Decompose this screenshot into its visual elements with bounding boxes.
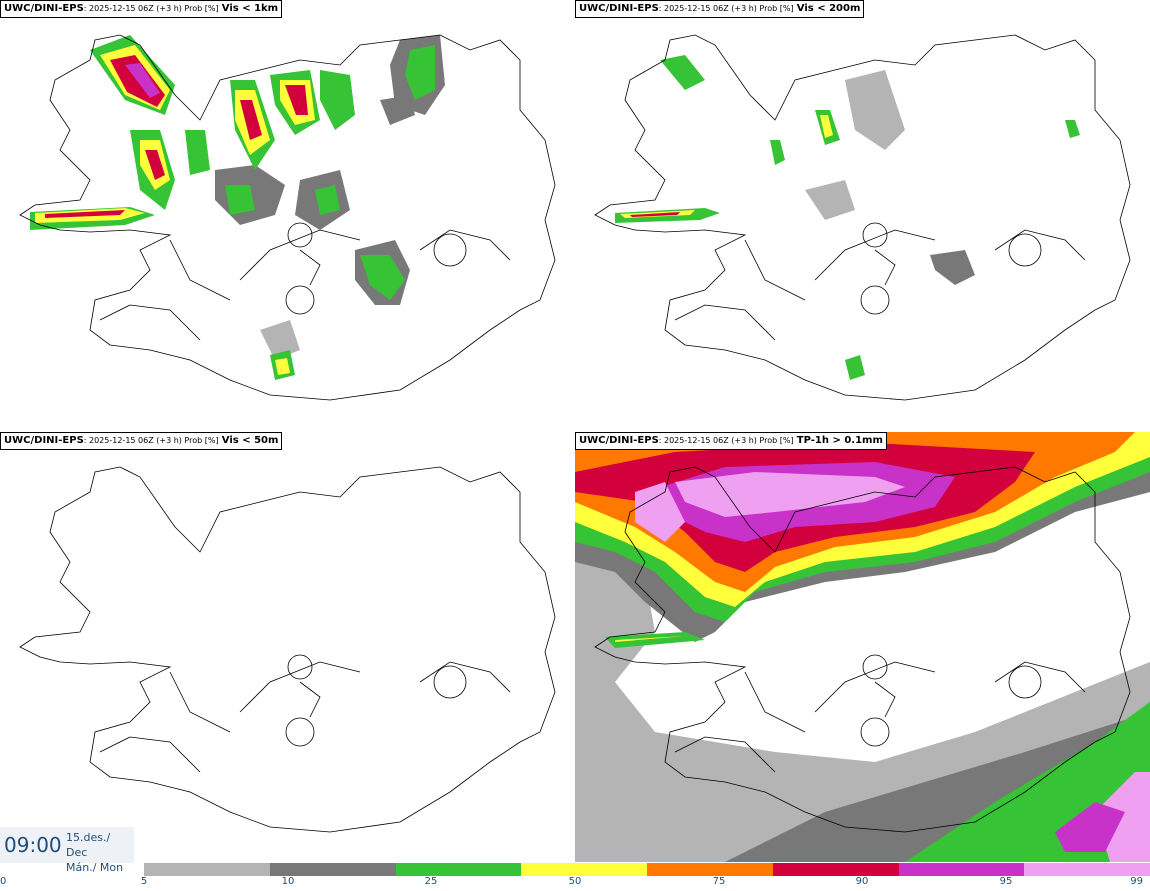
valid-time-box: 09:00 15.des./ Dec Mán./ Mon [0, 827, 134, 874]
probability-field [575, 432, 1150, 862]
map-panel-precip: UWC/DINI-EPS: 2025-12-15 06Z (+3 h) Prob… [575, 432, 1150, 862]
probability-field [615, 55, 1080, 380]
map-panel-vis-1km: UWC/DINI-EPS: 2025-12-15 06Z (+3 h) Prob… [0, 0, 575, 430]
legend-swatch [898, 863, 1025, 876]
map-panel-vis-50m: UWC/DINI-EPS: 2025-12-15 06Z (+3 h) Prob… [0, 432, 575, 862]
probability-field [30, 35, 445, 380]
coastline [19, 466, 556, 833]
panel-title: UWC/DINI-EPS: 2025-12-15 06Z (+3 h) Prob… [575, 432, 887, 450]
legend-tick-label: 10 [281, 876, 295, 887]
valid-time: 09:00 [4, 833, 62, 857]
legend-swatch [772, 863, 899, 876]
legend-tick-label: 50 [568, 876, 582, 887]
panel-title: UWC/DINI-EPS: 2025-12-15 06Z (+3 h) Prob… [0, 0, 283, 18]
iceland-map [19, 34, 556, 401]
legend-tick-label: 95 [999, 876, 1013, 887]
legend-swatch [269, 863, 396, 876]
valid-date: 15.des./ Dec Mán./ Mon [66, 830, 134, 875]
legend-tick-label: 90 [855, 876, 869, 887]
iceland-map [594, 34, 1131, 401]
map-panel-vis-200m: UWC/DINI-EPS: 2025-12-15 06Z (+3 h) Prob… [575, 0, 1150, 430]
coastline [594, 466, 1131, 833]
legend-swatch [647, 863, 773, 876]
panel-title: UWC/DINI-EPS: 2025-12-15 06Z (+3 h) Prob… [575, 0, 865, 18]
legend-swatch [144, 863, 270, 876]
iceland-map [19, 466, 556, 833]
iceland-map [575, 432, 1150, 862]
legend-ticks: 0 5 10 25 50 75 90 95 99 [0, 876, 1150, 891]
legend-tick-label: 99 [1130, 876, 1143, 887]
legend-swatch [521, 863, 647, 876]
legend-tick-label: 25 [424, 876, 438, 887]
coastline [19, 34, 556, 401]
legend-tick-label: 75 [712, 876, 726, 887]
legend-tick-label: 5 [140, 876, 148, 887]
day-line: Mán./ Mon [66, 861, 124, 874]
legend-tick-label: 0 [0, 876, 7, 887]
legend-swatch [395, 863, 522, 876]
color-legend [144, 863, 1150, 876]
legend-swatch [1024, 863, 1150, 876]
date-line: 15.des./ Dec [66, 831, 111, 859]
panel-title: UWC/DINI-EPS: 2025-12-15 06Z (+3 h) Prob… [0, 432, 283, 450]
coastline [594, 34, 1131, 401]
